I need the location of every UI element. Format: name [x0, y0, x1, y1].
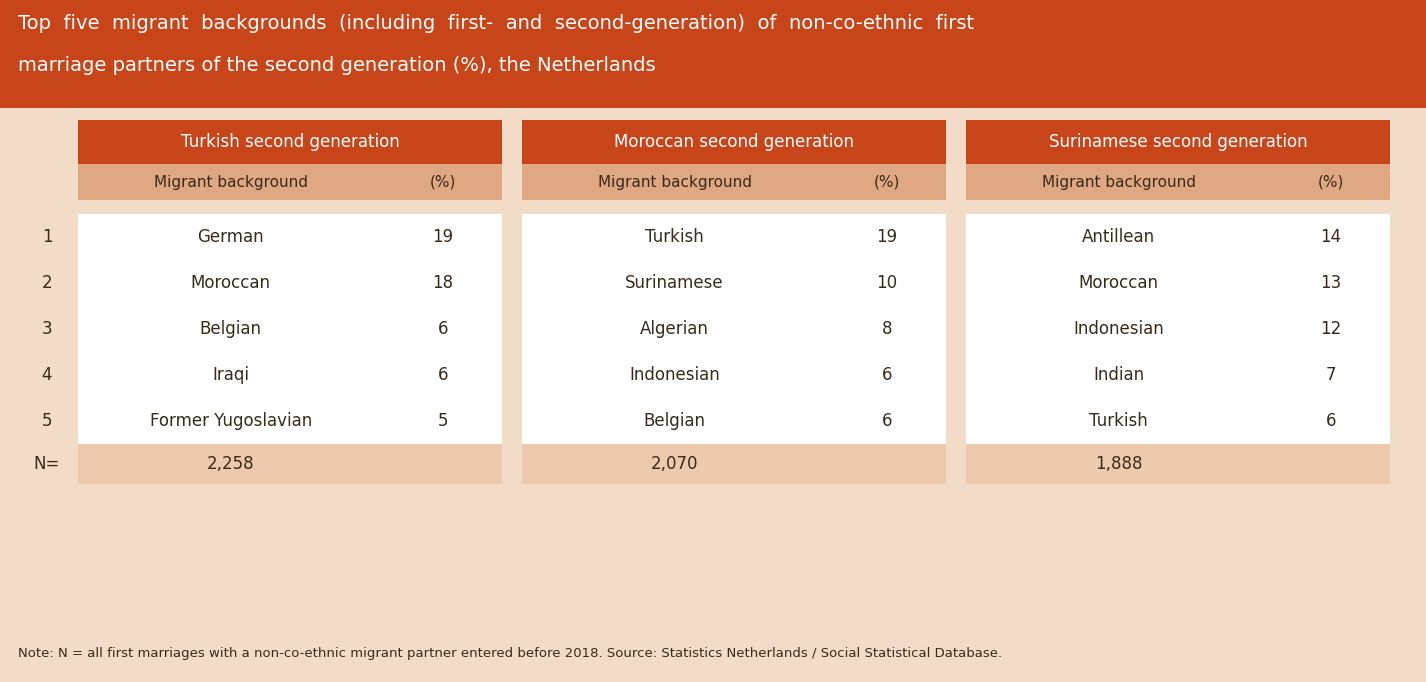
Text: 6: 6: [438, 366, 448, 384]
Bar: [78, 214, 384, 444]
Text: Moroccan: Moroccan: [191, 274, 271, 292]
Bar: [522, 120, 945, 164]
Text: Belgian: Belgian: [200, 320, 261, 338]
Text: 6: 6: [881, 412, 891, 430]
Text: 4: 4: [41, 366, 53, 384]
Bar: [78, 444, 384, 484]
Text: 2,070: 2,070: [650, 455, 699, 473]
Text: marriage partners of the second generation (%), the Netherlands: marriage partners of the second generati…: [19, 56, 656, 75]
Text: Top  five  migrant  backgrounds  (including  first-  and  second-generation)  of: Top five migrant backgrounds (including …: [19, 14, 974, 33]
Bar: [384, 214, 502, 444]
Text: German: German: [197, 228, 264, 246]
Text: 8: 8: [881, 320, 891, 338]
Text: (%): (%): [874, 175, 900, 190]
Bar: [827, 214, 945, 444]
Text: 5: 5: [438, 412, 448, 430]
Text: Algerian: Algerian: [640, 320, 709, 338]
Text: Belgian: Belgian: [643, 412, 706, 430]
Bar: [965, 444, 1272, 484]
Text: N=: N=: [34, 455, 60, 473]
Bar: [522, 214, 827, 444]
Text: Turkish: Turkish: [645, 228, 704, 246]
Text: 1,888: 1,888: [1095, 455, 1142, 473]
Bar: [384, 444, 502, 484]
Bar: [522, 444, 827, 484]
Text: 6: 6: [438, 320, 448, 338]
Bar: [965, 214, 1272, 444]
Bar: [827, 444, 945, 484]
Text: 6: 6: [881, 366, 891, 384]
Text: Note: N = all first marriages with a non-co-ethnic migrant partner entered befor: Note: N = all first marriages with a non…: [19, 647, 1002, 660]
Text: Surinamese second generation: Surinamese second generation: [1048, 133, 1308, 151]
Text: Moroccan: Moroccan: [1078, 274, 1159, 292]
Bar: [0, 0, 1426, 108]
Bar: [965, 164, 1272, 200]
Text: 12: 12: [1320, 320, 1342, 338]
Text: 2: 2: [41, 274, 53, 292]
Text: 14: 14: [1320, 228, 1342, 246]
Bar: [1272, 444, 1390, 484]
Text: 19: 19: [876, 228, 897, 246]
Bar: [965, 120, 1390, 164]
Text: 18: 18: [432, 274, 453, 292]
Text: Migrant background: Migrant background: [597, 175, 752, 190]
Text: Moroccan second generation: Moroccan second generation: [615, 133, 854, 151]
Text: 5: 5: [41, 412, 53, 430]
Text: 3: 3: [41, 320, 53, 338]
Text: Indonesian: Indonesian: [629, 366, 720, 384]
Text: 19: 19: [432, 228, 453, 246]
Bar: [827, 164, 945, 200]
Bar: [1272, 214, 1390, 444]
Text: Antillean: Antillean: [1082, 228, 1155, 246]
Text: Indonesian: Indonesian: [1074, 320, 1164, 338]
Text: Iraqi: Iraqi: [212, 366, 250, 384]
Bar: [78, 164, 384, 200]
Text: Turkish: Turkish: [1089, 412, 1148, 430]
Text: Migrant background: Migrant background: [1041, 175, 1195, 190]
Text: Turkish second generation: Turkish second generation: [181, 133, 399, 151]
Text: Indian: Indian: [1094, 366, 1144, 384]
Text: Surinamese: Surinamese: [626, 274, 724, 292]
Text: 10: 10: [876, 274, 897, 292]
Text: Migrant background: Migrant background: [154, 175, 308, 190]
Text: 7: 7: [1325, 366, 1336, 384]
Bar: [1272, 164, 1390, 200]
Text: Former Yugoslavian: Former Yugoslavian: [150, 412, 312, 430]
Text: 6: 6: [1325, 412, 1336, 430]
Text: 2,258: 2,258: [207, 455, 254, 473]
Text: (%): (%): [429, 175, 456, 190]
Text: 13: 13: [1320, 274, 1342, 292]
Bar: [78, 120, 502, 164]
Bar: [384, 164, 502, 200]
Bar: [522, 164, 827, 200]
Text: (%): (%): [1318, 175, 1343, 190]
Text: 1: 1: [41, 228, 53, 246]
